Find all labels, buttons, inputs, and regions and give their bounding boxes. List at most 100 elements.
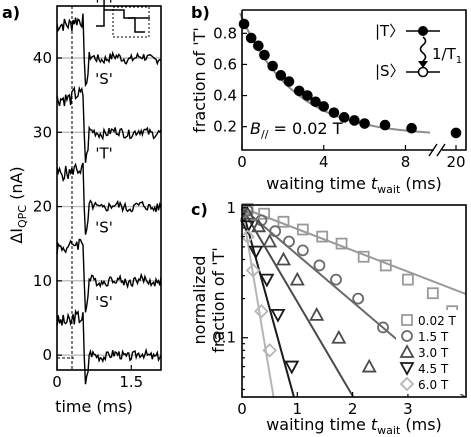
legend-label: 3.0 T [418, 346, 449, 360]
data-point [293, 85, 305, 97]
data-point [318, 101, 330, 112]
panel-b-inset: |T〉 1/T1 |S〉 [375, 22, 462, 80]
panel-c-y-label-line2: fraction of 'T' [209, 247, 228, 353]
data-point [254, 303, 269, 319]
data-point [270, 308, 286, 323]
y-tick-label: 40 [33, 49, 52, 67]
data-point [284, 360, 300, 375]
data-point [331, 329, 347, 344]
data-point [328, 107, 340, 118]
panel-a-frame [56, 5, 162, 371]
relaxation-arrowhead [418, 61, 428, 68]
data-point [259, 273, 275, 288]
trace-label: 'S' [95, 219, 113, 237]
panel-a-traces: 'S''S''T''S''T' [56, 0, 162, 385]
data-point [310, 96, 321, 108]
data-point [316, 230, 329, 243]
data-point [240, 229, 255, 244]
data-point [361, 358, 377, 373]
data-point [245, 32, 257, 44]
x-tick-label: 0 [237, 400, 247, 418]
y-tick-label: 0 [42, 346, 52, 364]
y-tick-label: 20 [33, 198, 52, 216]
singlet-dot [417, 66, 429, 78]
legend-marker [401, 330, 413, 342]
data-point [335, 237, 348, 250]
x-tick-label: 0 [52, 373, 62, 391]
y-tick-label: 0.1 [212, 329, 236, 347]
y-tick-label: 0.6 [213, 55, 237, 73]
data-point [277, 215, 290, 228]
x-tick-label: 8 [401, 153, 411, 171]
data-point [379, 119, 391, 131]
panel-b-x-label: waiting time twait (ms) [266, 174, 442, 196]
data-point [275, 70, 287, 81]
x-tick-label: 20 [446, 153, 465, 171]
data-point [240, 220, 256, 235]
qpc-trace [56, 238, 162, 313]
triplet-dot [418, 26, 428, 36]
data-point [262, 343, 277, 358]
data-point [296, 223, 309, 236]
data-point [283, 235, 295, 248]
data-point [377, 321, 389, 334]
y-tick-label: 1 [226, 199, 236, 217]
data-point [238, 18, 250, 30]
data-point [258, 207, 271, 220]
panel-a-y-label: ΔIQPC (nA) [7, 166, 29, 243]
data-point [259, 49, 270, 61]
data-point [248, 245, 264, 260]
x-tick-label: 0 [237, 153, 247, 171]
relaxation-rate-label: 1/T1 [432, 45, 462, 66]
qpc-trace [56, 162, 162, 235]
fit-line [241, 207, 355, 398]
x-tick-label: 2 [348, 400, 358, 418]
panel-b-ticks: 0.2 0.4 0.6 0.8 0 4 8 20 [213, 24, 465, 171]
singlet-state-label: |S〉 [375, 62, 405, 80]
legend-label: 6.0 T [418, 378, 449, 392]
data-point [357, 250, 370, 263]
y-tick-label: 0.2 [213, 118, 237, 136]
data-point [245, 263, 261, 278]
data-point [309, 306, 325, 321]
legend-marker [401, 314, 413, 326]
data-point [275, 251, 291, 266]
trace-label: 'T' [95, 144, 112, 162]
data-point [302, 90, 313, 101]
data-point-20ms [450, 127, 462, 139]
y-tick-label: 30 [33, 123, 52, 141]
data-point [352, 292, 365, 305]
panel-a-ticks: 0 10 20 30 40 0 1.5 [33, 49, 143, 391]
x-tick-label: 1 [293, 400, 303, 418]
panel-c-frame [241, 204, 467, 398]
panel-c-legend: 0.02 T 1.5 T 3.0 T 4.5 T 6.0 T [396, 310, 464, 394]
data-point [313, 259, 326, 272]
panel-c-y-label-line1: normalized [190, 256, 209, 345]
data-point [402, 273, 414, 286]
data-point [406, 122, 417, 134]
panel-a-x-label: time (ms) [55, 397, 133, 416]
panel-b-field-label: B// = 0.02 T [250, 119, 343, 141]
legend-label: 0.02 T [418, 314, 457, 328]
panel-b-axis-break [428, 143, 446, 157]
panel-c-label: c) [191, 200, 208, 219]
legend-marker [399, 376, 415, 392]
data-point [338, 112, 350, 123]
legend-marker [399, 344, 415, 358]
x-tick-label: 3 [403, 400, 413, 418]
panel-b-label: b) [191, 3, 210, 22]
data-point [262, 233, 278, 248]
data-point [267, 60, 278, 72]
panel-b: b) 0.2 0.4 0.6 0.8 0 4 8 20 B// = 0.02 T |T〉 1/… [190, 3, 467, 196]
data-point [349, 115, 360, 126]
trace-label: 'S' [95, 293, 113, 311]
qpc-trace [56, 85, 162, 163]
data-point [283, 76, 295, 87]
data-point [289, 271, 305, 286]
trace-label: 'S' [95, 70, 113, 88]
legend-marker [399, 362, 415, 376]
data-point [426, 287, 439, 300]
legend-label: 1.5 T [418, 330, 449, 344]
relaxation-arrow [419, 36, 427, 62]
y-tick-label: 10 [33, 272, 52, 290]
